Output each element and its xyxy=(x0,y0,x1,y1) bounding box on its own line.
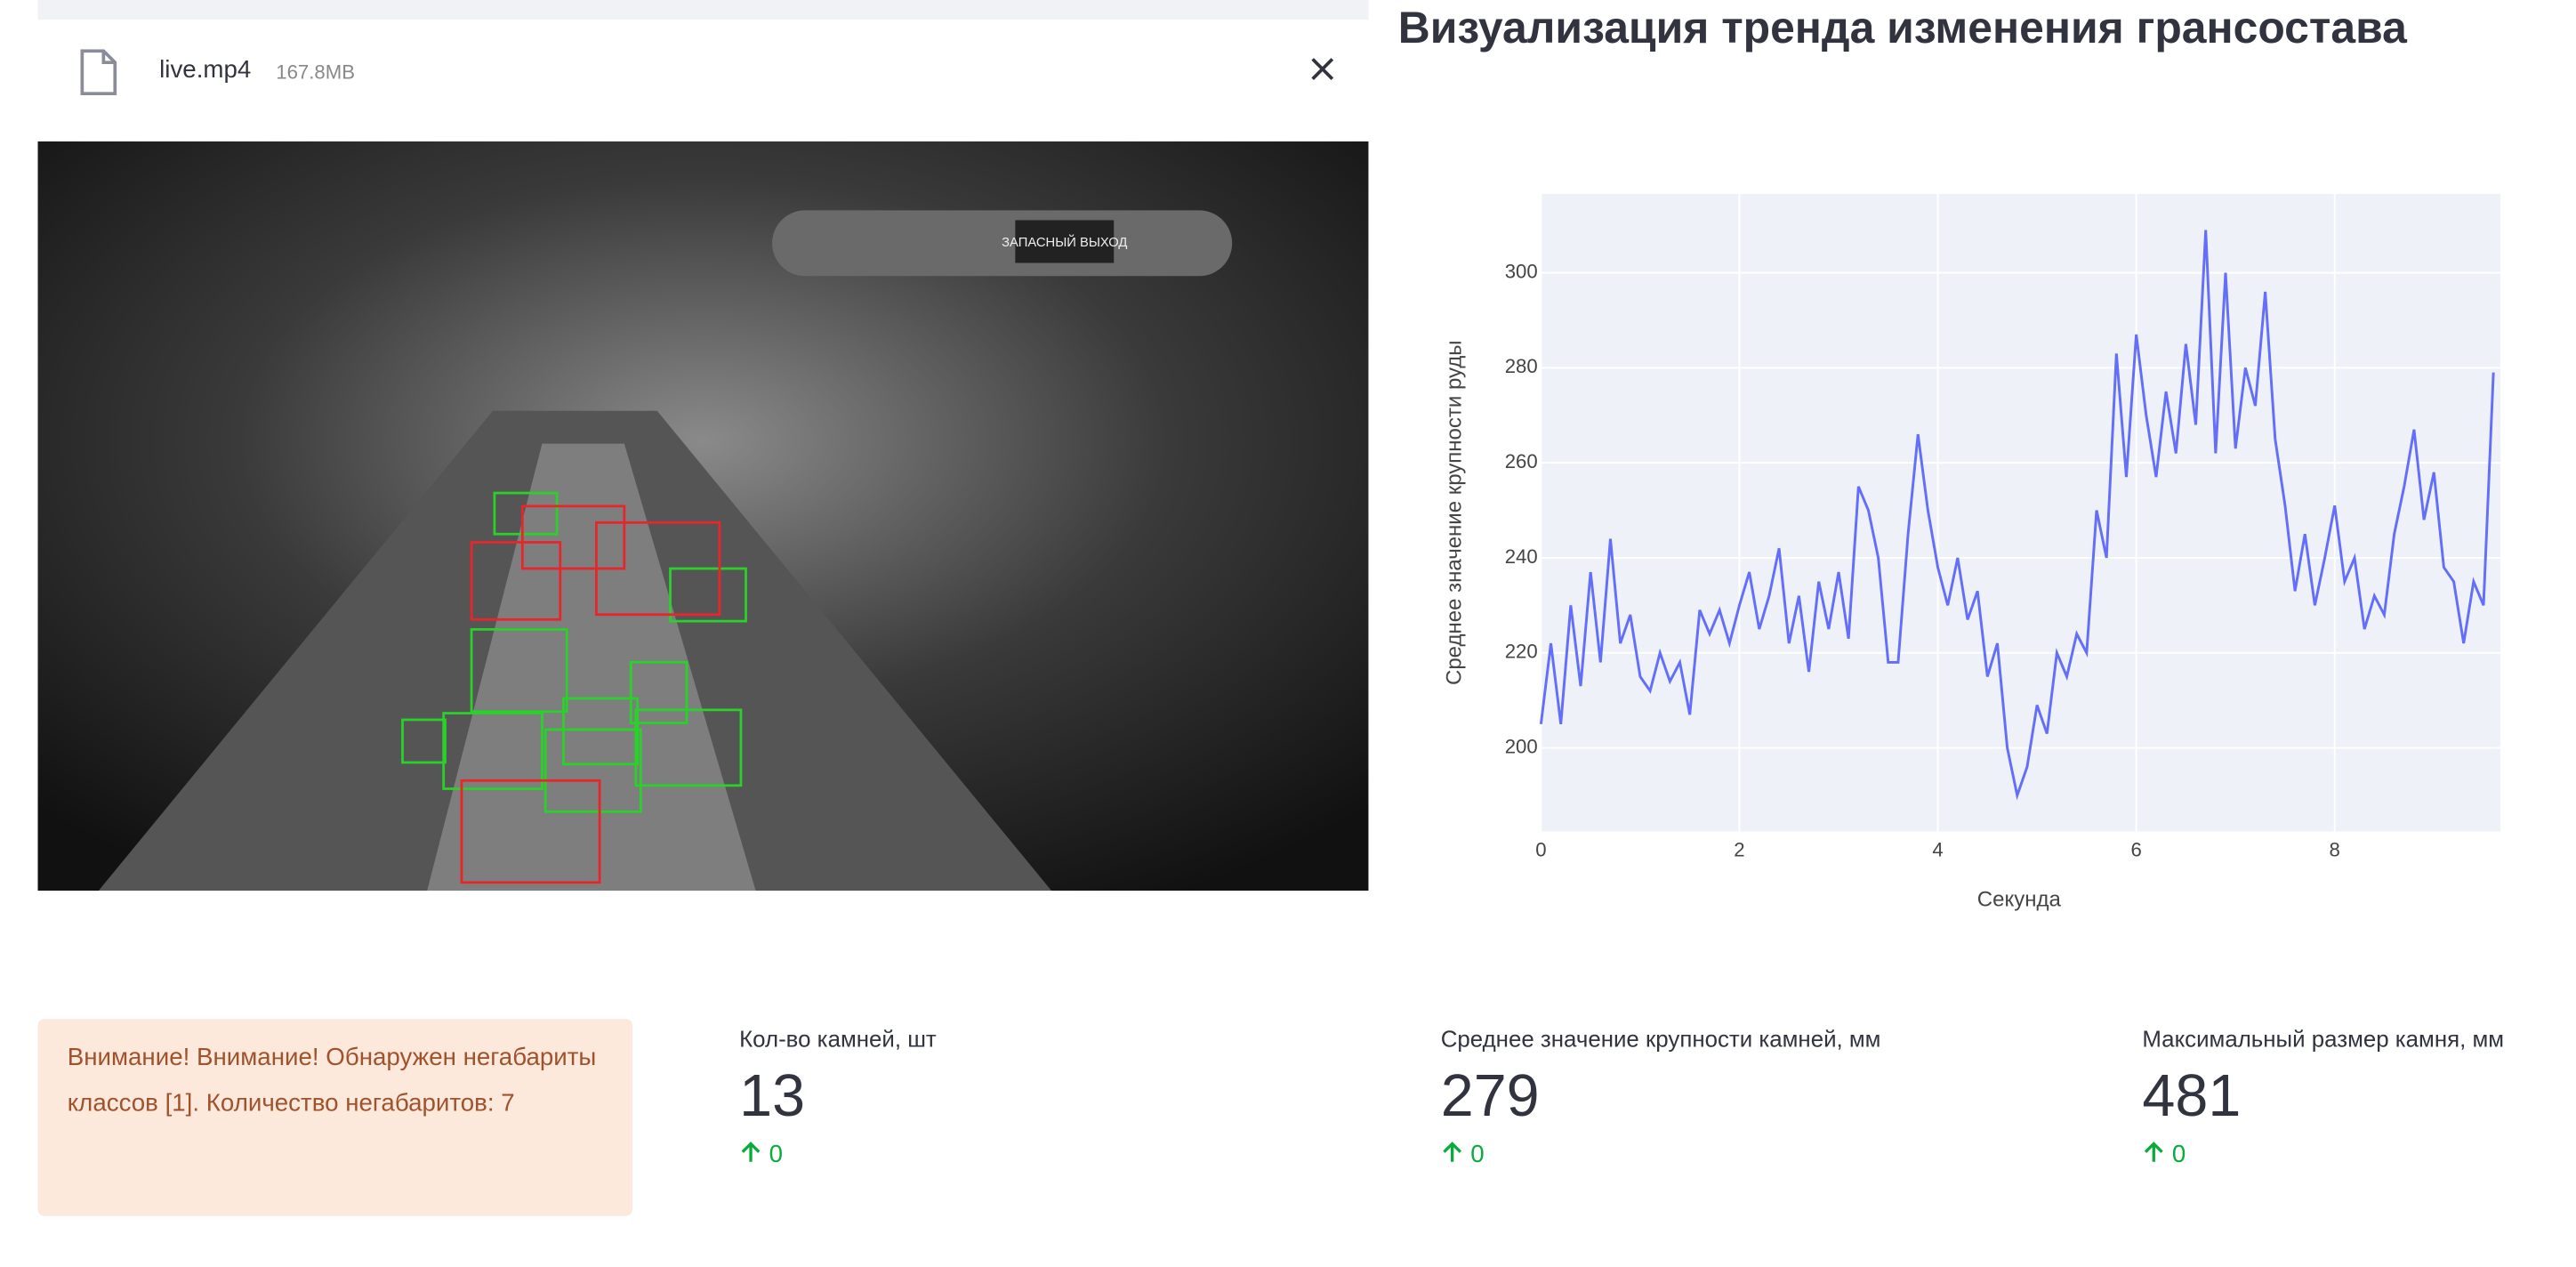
metric: Максимальный размер камня, мм 481 0 xyxy=(2142,1025,2504,1168)
metric-delta: 0 xyxy=(1441,1141,1881,1168)
metric-value: 481 xyxy=(2142,1061,2242,1129)
exit-sign: ЗАПАСНЫЙ ВЫХОД xyxy=(1002,234,1127,250)
plot-area xyxy=(1541,193,2500,832)
delta-value: 0 xyxy=(2171,1140,2186,1169)
y-tick-label: 220 xyxy=(1505,641,1538,663)
delta-value: 0 xyxy=(1470,1140,1485,1169)
x-tick-label: 8 xyxy=(2330,839,2340,861)
uploader-bar xyxy=(37,0,1369,20)
chart-title: Визуализация тренда изменения грансостав… xyxy=(1397,3,2407,53)
metric-value: 13 xyxy=(739,1061,806,1129)
up-arrow xyxy=(2144,1142,2163,1162)
y-tick-label: 240 xyxy=(1505,545,1538,568)
up-arrow xyxy=(741,1142,761,1162)
metric-value: 279 xyxy=(1440,1061,1540,1129)
x-tick-label: 6 xyxy=(2130,839,2141,861)
y-axis-label: Среднее значение крупности руды xyxy=(1443,340,1467,685)
y-tick-label: 300 xyxy=(1505,260,1538,282)
video-frame: ЗАПАСНЫЙ ВЫХОД xyxy=(37,141,1369,892)
delta-value: 0 xyxy=(769,1140,784,1169)
y-tick-label: 200 xyxy=(1505,735,1538,757)
metric-delta: 0 xyxy=(739,1141,937,1168)
up-arrow xyxy=(1443,1142,1462,1162)
metric-label: Среднее значение крупности камней, мм xyxy=(1440,1025,1881,1053)
x-tick-label: 0 xyxy=(1535,839,1546,861)
y-tick-label: 260 xyxy=(1505,450,1538,472)
line-series xyxy=(1539,230,2495,801)
remove-file[interactable] xyxy=(1309,56,1336,83)
x-tick-label: 4 xyxy=(1932,839,1943,861)
metric-label: Максимальный размер камня, мм xyxy=(2142,1025,2505,1053)
y-tick-label: 280 xyxy=(1505,355,1538,377)
metric-label: Кол-во камней, шт xyxy=(739,1025,937,1053)
warning-alert: Внимание! Внимание! Обнаружен негабариты… xyxy=(37,1019,633,1216)
file-size: 167.8MB xyxy=(276,61,355,85)
metric-delta: 0 xyxy=(2142,1141,2504,1168)
chart: Секунда Среднее значение крупности руды … xyxy=(1443,193,2500,911)
file-name: live.mp4 xyxy=(159,55,252,85)
metric: Среднее значение крупности камней, мм 279… xyxy=(1441,1025,1881,1168)
x-axis-label: Секунда xyxy=(1977,887,2062,911)
x-tick-label: 2 xyxy=(1734,839,1744,861)
metric: Кол-во камней, шт 13 0 xyxy=(739,1025,937,1168)
file-icon xyxy=(80,49,117,96)
